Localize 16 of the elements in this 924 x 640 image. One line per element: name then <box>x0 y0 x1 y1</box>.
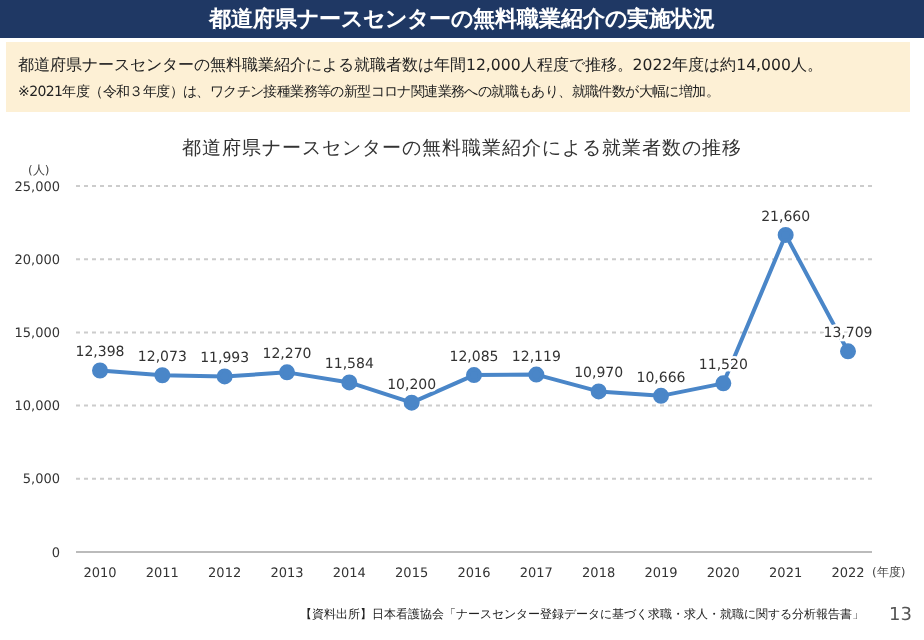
point <box>715 375 732 392</box>
point <box>840 343 856 360</box>
point <box>403 394 420 411</box>
point <box>590 383 607 400</box>
text: 13 <box>889 606 912 626</box>
point <box>466 367 482 384</box>
point <box>653 387 669 404</box>
point <box>279 364 295 381</box>
point <box>777 226 794 243</box>
point <box>528 366 545 383</box>
point <box>92 362 108 379</box>
point <box>216 368 233 385</box>
point <box>154 367 171 384</box>
chart-subtitle: 都道府県ナースセンターの無料職業紹介による就業者数の推移 <box>180 136 744 162</box>
point <box>341 374 358 391</box>
chart-title: 都道府県ナースセンターの無料職業紹介の実施状況 <box>0 0 924 38</box>
